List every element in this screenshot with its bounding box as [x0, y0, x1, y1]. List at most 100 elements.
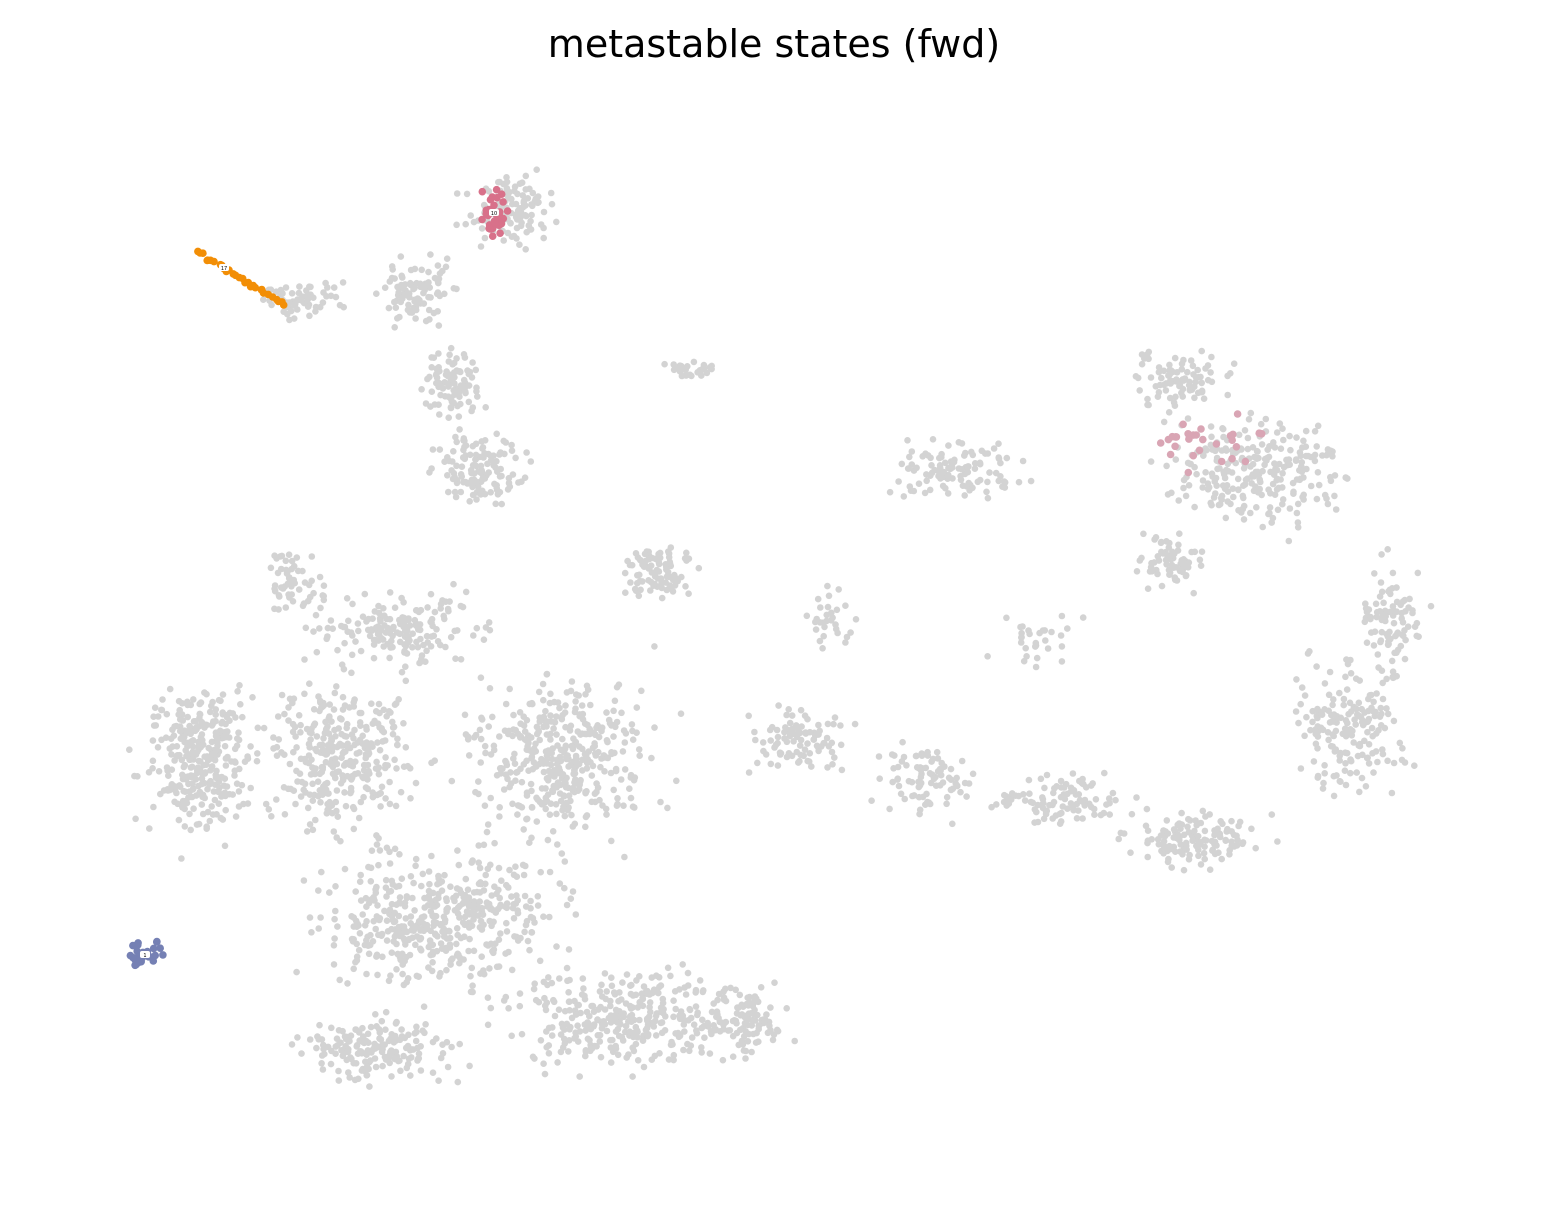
- background-point: [1361, 737, 1368, 745]
- background-point: [320, 1045, 327, 1053]
- background-point: [204, 808, 212, 816]
- background-point: [413, 1023, 420, 1031]
- background-point: [610, 733, 617, 740]
- background-point: [516, 1002, 524, 1010]
- background-point: [922, 764, 930, 772]
- background-point: [670, 997, 677, 1004]
- background-point: [150, 722, 158, 729]
- background-point: [1298, 459, 1306, 466]
- background-point: [1197, 861, 1205, 868]
- background-point: [308, 577, 316, 585]
- background-point: [569, 784, 577, 792]
- background-point: [502, 757, 509, 765]
- background-point: [1100, 809, 1108, 817]
- background-point: [1166, 539, 1173, 547]
- background-point: [1314, 772, 1322, 780]
- background-point: [1079, 815, 1086, 822]
- state-point-unlabeled: [1166, 450, 1175, 459]
- background-point: [1180, 831, 1188, 839]
- background-point: [412, 306, 420, 314]
- background-point: [905, 465, 912, 472]
- background-point: [234, 735, 241, 742]
- background-point: [218, 773, 225, 781]
- background-point: [1191, 463, 1198, 471]
- background-point: [875, 753, 883, 760]
- background-point: [1120, 830, 1128, 837]
- background-point: [343, 595, 351, 602]
- background-point: [454, 1078, 462, 1086]
- background-point: [402, 915, 410, 922]
- background-point: [427, 643, 435, 650]
- background-point: [1106, 811, 1113, 818]
- background-point: [407, 873, 415, 880]
- background-point: [514, 909, 522, 917]
- background-point: [1194, 832, 1202, 840]
- background-point: [453, 285, 460, 293]
- background-point: [493, 484, 501, 492]
- background-point: [554, 1059, 561, 1066]
- background-point: [363, 1071, 371, 1079]
- background-point: [1376, 608, 1384, 615]
- background-point: [548, 1032, 556, 1039]
- background-point: [474, 393, 481, 400]
- background-point: [175, 816, 183, 824]
- background-point: [904, 437, 911, 444]
- background-point: [1353, 705, 1360, 713]
- background-point: [1247, 409, 1255, 417]
- background-point: [184, 713, 191, 721]
- background-point: [335, 725, 343, 732]
- background-point: [1148, 559, 1155, 567]
- background-point: [333, 807, 340, 815]
- background-point: [1321, 770, 1328, 777]
- background-point: [326, 889, 333, 896]
- background-point: [428, 852, 435, 860]
- background-point: [164, 787, 172, 794]
- background-point: [437, 391, 444, 399]
- background-point: [1310, 758, 1318, 765]
- background-point: [621, 739, 629, 746]
- background-point: [247, 743, 254, 750]
- background-point: [376, 1029, 384, 1036]
- background-point: [317, 914, 324, 921]
- background-point: [1207, 369, 1214, 376]
- background-point: [324, 624, 332, 632]
- background-point: [1276, 460, 1283, 468]
- background-point: [1384, 757, 1391, 765]
- background-point: [484, 821, 492, 828]
- background-point: [282, 284, 290, 291]
- background-point: [672, 1005, 679, 1013]
- background-point: [1374, 758, 1381, 766]
- background-point: [316, 625, 323, 632]
- background-point: [608, 982, 616, 990]
- background-point: [961, 452, 968, 459]
- background-point: [338, 661, 346, 668]
- background-point: [1379, 679, 1386, 687]
- background-point: [1371, 570, 1378, 577]
- background-point: [1347, 757, 1355, 765]
- background-point: [553, 713, 560, 720]
- background-point: [1196, 556, 1204, 564]
- background-point: [365, 767, 372, 775]
- background-point: [1229, 485, 1237, 493]
- background-point: [1294, 524, 1302, 531]
- background-point: [1064, 805, 1071, 812]
- background-point: [1228, 817, 1235, 825]
- background-point: [1262, 415, 1270, 423]
- background-point: [669, 576, 677, 584]
- background-point: [361, 922, 369, 929]
- background-point: [440, 913, 448, 921]
- background-point: [396, 851, 403, 858]
- background-point: [1272, 465, 1279, 473]
- state-point-unlabeled: [1217, 457, 1226, 466]
- background-point: [190, 718, 198, 725]
- background-point: [454, 627, 461, 634]
- background-point: [436, 411, 443, 418]
- background-point: [209, 698, 216, 706]
- background-point: [1372, 600, 1380, 608]
- background-point: [910, 487, 918, 495]
- background-point: [596, 1038, 604, 1045]
- background-point: [657, 1019, 665, 1027]
- background-point: [1280, 463, 1288, 471]
- background-point: [1390, 759, 1398, 767]
- background-point: [1271, 460, 1278, 467]
